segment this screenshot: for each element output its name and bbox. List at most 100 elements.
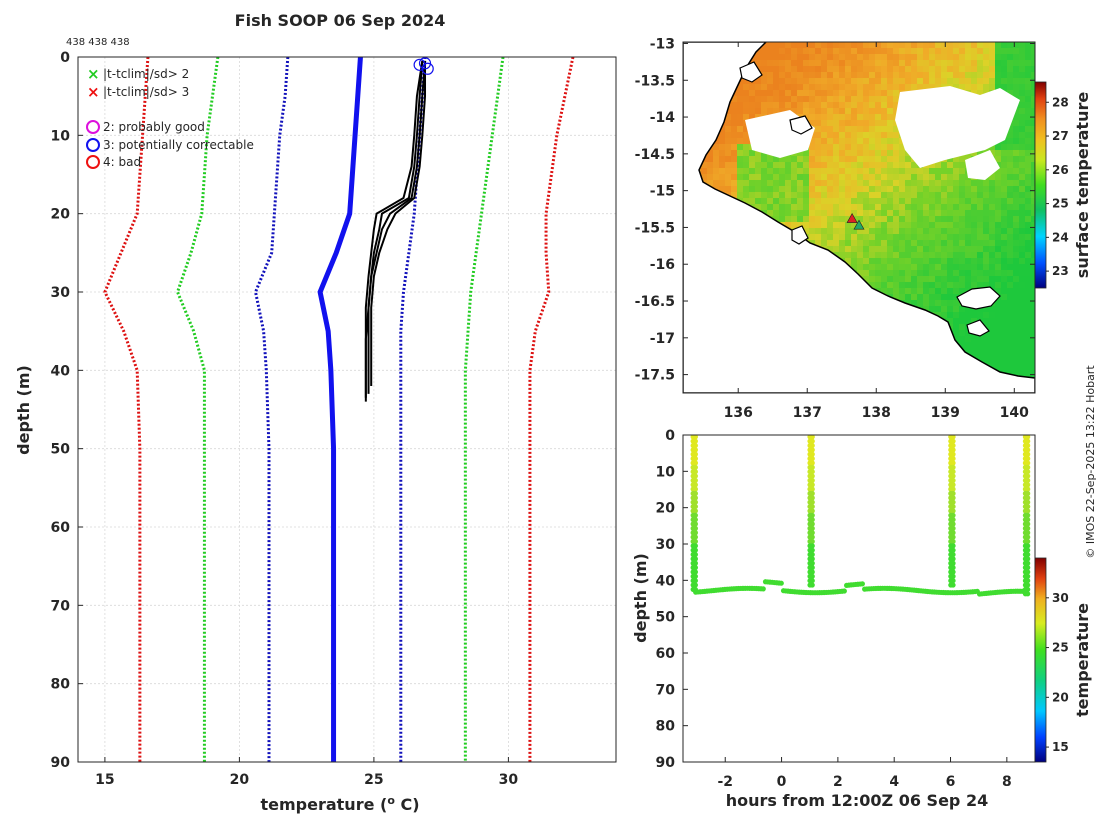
sst-cell — [959, 228, 966, 235]
cast-point — [692, 442, 698, 449]
sst-cell — [827, 132, 834, 139]
sst-cell — [905, 222, 912, 229]
sst-cell — [857, 204, 864, 211]
sst-colorbar-tick-label: 24 — [1052, 230, 1069, 244]
sst-cell — [893, 270, 900, 277]
sst-cell — [833, 198, 840, 205]
sst-cell — [845, 228, 852, 235]
sst-cell — [983, 42, 990, 49]
sst-cell — [785, 90, 792, 97]
sst-cell — [755, 180, 762, 187]
sst-cell — [881, 96, 888, 103]
sst-cell — [923, 240, 930, 247]
sst-cell — [977, 78, 984, 85]
sst-cell — [827, 192, 834, 199]
sst-cell — [1019, 150, 1026, 157]
cast-point — [1025, 538, 1031, 545]
sst-cell — [827, 198, 834, 205]
profile-climatology — [103, 57, 575, 762]
sst-cell — [827, 66, 834, 73]
sst-cell — [893, 54, 900, 61]
cast-point — [950, 460, 956, 466]
sst-cell — [845, 156, 852, 163]
island-groote-fragment — [739, 61, 763, 83]
sst-cell — [953, 228, 960, 235]
sst-cell — [947, 54, 954, 61]
sst-cell — [881, 54, 888, 61]
sst-cell — [833, 90, 840, 97]
cast-point — [950, 451, 956, 457]
sst-cell — [953, 180, 960, 187]
sst-cell — [737, 90, 744, 97]
sst-cell — [737, 96, 744, 103]
map-vessel-markers — [846, 212, 865, 230]
sst-cell — [929, 216, 936, 223]
cast-point — [809, 534, 815, 540]
sst-cell — [947, 42, 954, 49]
sst-cell — [863, 168, 870, 175]
sst-cell — [893, 222, 900, 229]
sst-cell — [1001, 192, 1008, 199]
sst-cell — [845, 192, 852, 199]
sst-cell — [995, 330, 1002, 337]
sst-cell — [833, 204, 840, 211]
sst-cell — [821, 240, 828, 247]
sst-cell — [773, 186, 780, 193]
sst-cell — [977, 342, 984, 349]
sst-cell — [1013, 156, 1020, 163]
sst-cell — [911, 300, 918, 307]
sst-cell — [995, 186, 1002, 193]
sst-cell — [1007, 288, 1014, 295]
sst-cell — [767, 180, 774, 187]
sst-cell — [773, 90, 780, 97]
sst-cell — [803, 180, 810, 187]
sst-cell — [731, 144, 738, 151]
sst-cell — [731, 138, 738, 145]
sst-cell — [785, 66, 792, 73]
profile-y-tick-label: 30 — [51, 285, 71, 301]
sst-cell — [1025, 126, 1032, 133]
sst-cell — [767, 54, 774, 61]
sst-cell — [971, 48, 978, 55]
sst-cell — [1007, 282, 1014, 289]
sst-cell — [851, 78, 858, 85]
sst-cell — [881, 288, 888, 295]
sst-cell — [893, 126, 900, 133]
sst-cell — [755, 96, 762, 103]
sst-cell — [971, 276, 978, 283]
sst-cell — [833, 66, 840, 73]
sst-cell — [1013, 192, 1020, 199]
sst-cell — [989, 360, 996, 367]
sst-cell — [875, 132, 882, 139]
sst-cell — [953, 42, 960, 49]
sst-cell — [965, 276, 972, 283]
map-x-tick-label: 137 — [793, 405, 822, 421]
sst-cell — [995, 216, 1002, 223]
sst-cell — [947, 168, 954, 175]
sst-cell — [791, 108, 798, 115]
sst-cell — [1007, 150, 1014, 157]
sst-cell — [941, 162, 948, 169]
sst-cell — [857, 84, 864, 91]
sst-cell — [1007, 234, 1014, 241]
sst-cell — [857, 144, 864, 151]
sst-cell — [869, 168, 876, 175]
sst-cell — [845, 216, 852, 223]
cast-point — [1025, 464, 1031, 470]
sst-cell — [1031, 66, 1035, 73]
sst-cell — [749, 198, 756, 205]
sst-cell — [767, 96, 774, 103]
sst-cell — [1001, 48, 1008, 55]
sst-cell — [941, 234, 948, 241]
sst-cell — [797, 168, 804, 175]
climatology-line-plus4 — [463, 57, 505, 762]
sst-cell — [917, 300, 924, 307]
sst-cell — [1019, 126, 1026, 133]
vessel-marker — [846, 212, 858, 223]
sst-cell — [833, 228, 840, 235]
sst-cell — [743, 96, 750, 103]
cast-point — [809, 442, 815, 449]
sst-cell — [833, 78, 840, 85]
sst-cell — [1001, 144, 1008, 151]
sst-cell — [995, 78, 1002, 85]
